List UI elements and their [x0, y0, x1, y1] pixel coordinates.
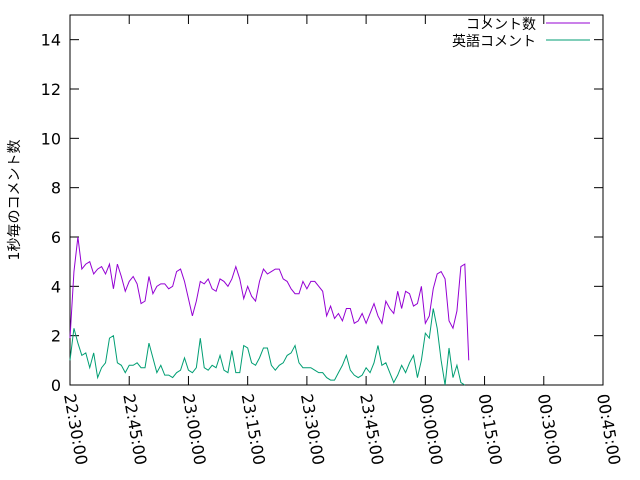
y-tick-label: 14	[41, 31, 61, 50]
x-tick-label: 00:45:00	[593, 392, 624, 466]
axes: 0 2 4 6 8 10 12 14 22:30:00 22:45:00 23:00:00 23:15…	[41, 14, 624, 466]
x-tick-label: 00:00:00	[415, 392, 446, 466]
y-tick-label: 4	[51, 277, 61, 296]
y-tick-label: 8	[51, 179, 61, 198]
x-tick-label: 22:45:00	[119, 392, 150, 466]
x-tick-label: 23:30:00	[297, 392, 328, 466]
x-tick-label: 23:45:00	[356, 392, 387, 466]
y-tick-label: 0	[51, 376, 61, 395]
y-tick-label: 2	[51, 327, 61, 346]
series-line-1	[69, 308, 466, 386]
legend-label-english-comments: 英語コメント	[452, 33, 536, 50]
plot-border	[69, 14, 604, 386]
x-tick-label: 00:15:00	[475, 392, 506, 466]
plot-area	[69, 236, 470, 386]
x-tick-label: 23:00:00	[179, 392, 210, 466]
legend-label-comments: コメント数	[466, 17, 536, 33]
x-tick-label: 22:30:00	[60, 392, 91, 466]
y-axis-label: 1秒毎のコメント数	[7, 140, 23, 261]
y-tick-label: 12	[41, 80, 61, 99]
x-tick-label: 23:15:00	[238, 392, 269, 466]
legend: コメント数 英語コメント	[452, 17, 590, 50]
series-line-0	[69, 236, 470, 361]
y-tick-label: 10	[41, 129, 61, 148]
x-tick-label: 00:30:00	[534, 392, 565, 466]
y-tick-label: 6	[51, 228, 61, 247]
